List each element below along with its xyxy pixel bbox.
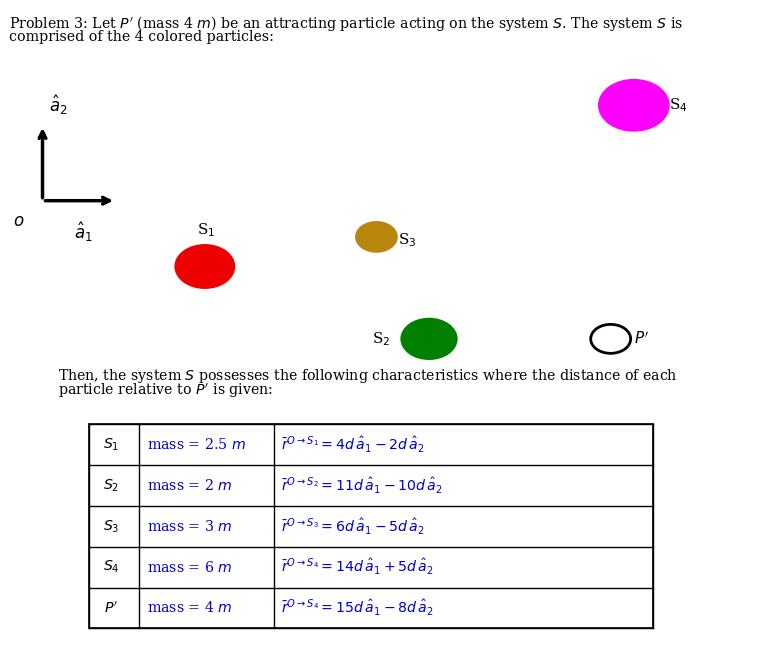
Ellipse shape — [402, 319, 456, 359]
Text: mass = 4 $m$: mass = 4 $m$ — [147, 601, 232, 615]
Text: S$_3$: S$_3$ — [398, 232, 417, 249]
Ellipse shape — [356, 222, 397, 251]
Text: mass = 6 $m$: mass = 6 $m$ — [147, 560, 232, 574]
Text: $S_4$: $S_4$ — [103, 559, 120, 575]
Text: particle relative to $P'$ is given:: particle relative to $P'$ is given: — [58, 382, 273, 400]
Text: S$_2$: S$_2$ — [372, 330, 390, 347]
Text: $\bar{r}^{O\rightarrow S_3} = 6d\,\hat{a}_1 - 5d\,\hat{a}_2$: $\bar{r}^{O\rightarrow S_3} = 6d\,\hat{a… — [281, 517, 424, 536]
Text: $S_1$: $S_1$ — [104, 437, 120, 453]
Ellipse shape — [599, 80, 669, 130]
Text: Then, the system $S$ possesses the following characteristics where the distance : Then, the system $S$ possesses the follo… — [58, 367, 678, 385]
Text: $o$: $o$ — [13, 213, 25, 230]
Text: $P'$: $P'$ — [634, 330, 649, 347]
Text: $P'$: $P'$ — [104, 600, 118, 616]
Text: S$_1$: S$_1$ — [197, 222, 216, 239]
Text: $\bar{r}^{O\rightarrow S_4} = 15d\,\hat{a}_1 - 8d\,\hat{a}_2$: $\bar{r}^{O\rightarrow S_4} = 15d\,\hat{… — [281, 598, 434, 618]
Bar — [89, 424, 653, 628]
Text: mass = 2 $m$: mass = 2 $m$ — [147, 478, 232, 493]
Ellipse shape — [175, 245, 234, 288]
Text: $\bar{r}^{O\rightarrow S_4} = 14d\,\hat{a}_1 + 5d\,\hat{a}_2$: $\bar{r}^{O\rightarrow S_4} = 14d\,\hat{… — [281, 557, 434, 577]
Text: Problem 3: Let $P'$ (mass 4 $m$) be an attracting particle acting on the system : Problem 3: Let $P'$ (mass 4 $m$) be an a… — [9, 14, 683, 34]
Text: comprised of the 4 colored particles:: comprised of the 4 colored particles: — [9, 30, 274, 43]
Text: $S_2$: $S_2$ — [104, 478, 120, 494]
Text: mass = 3 $m$: mass = 3 $m$ — [147, 519, 232, 534]
Text: $\hat{a}_1$: $\hat{a}_1$ — [73, 220, 92, 244]
Text: S$_4$: S$_4$ — [669, 97, 687, 114]
Text: mass = 2.5 $m$: mass = 2.5 $m$ — [147, 438, 246, 452]
Text: $S_3$: $S_3$ — [104, 519, 120, 534]
Text: $\bar{r}^{O\rightarrow S_1} = 4d\,\hat{a}_1 - 2d\,\hat{a}_2$: $\bar{r}^{O\rightarrow S_1} = 4d\,\hat{a… — [281, 435, 424, 455]
Text: $\hat{a}_2$: $\hat{a}_2$ — [49, 93, 67, 117]
Text: $\bar{r}^{O\rightarrow S_2} = 11d\,\hat{a}_1 - 10d\,\hat{a}_2$: $\bar{r}^{O\rightarrow S_2} = 11d\,\hat{… — [281, 476, 442, 495]
